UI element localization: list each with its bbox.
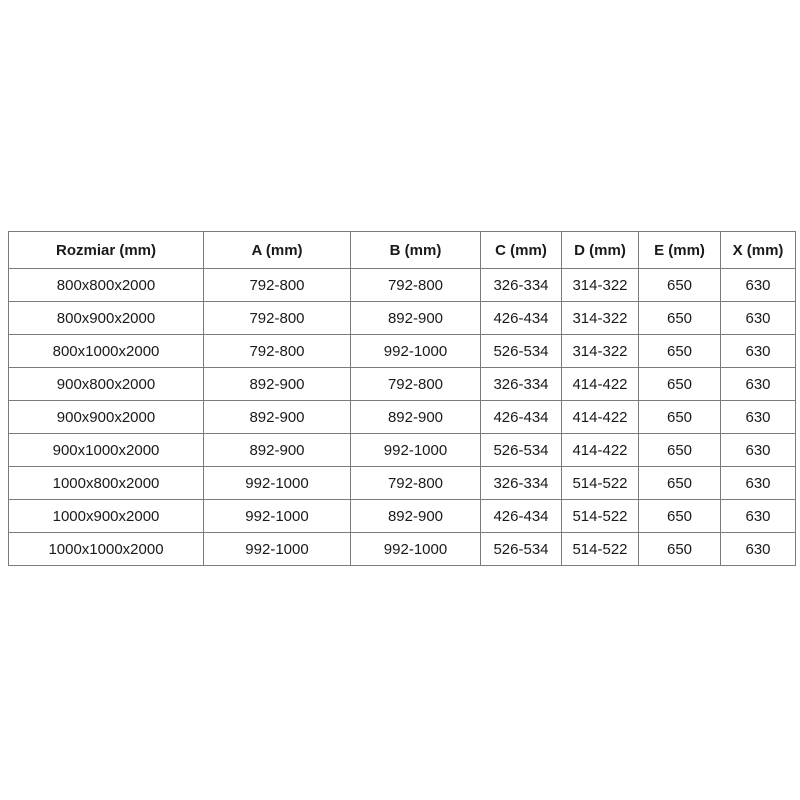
table-cell: 650: [638, 268, 721, 302]
table-cell: 414-422: [561, 433, 639, 467]
table-cell: 992-1000: [350, 433, 481, 467]
table-cell: 426-434: [480, 400, 562, 434]
column-header: B (mm): [350, 231, 481, 269]
table-cell: 1000x900x2000: [8, 499, 204, 533]
table-cell: 792-800: [203, 334, 351, 368]
table-row: 900x1000x2000 892-900 992-1000 526-534 414-4…: [8, 433, 796, 467]
table-cell: 1000x800x2000: [8, 466, 204, 500]
table-cell: 650: [638, 466, 721, 500]
table-cell: 630: [720, 301, 796, 335]
table-cell: 792-800: [350, 466, 481, 500]
table-cell: 900x900x2000: [8, 400, 204, 434]
column-header: Rozmiar (mm): [8, 231, 204, 269]
table-cell: 314-322: [561, 334, 639, 368]
table-body: 800x800x2000 792-800 792-800 326-334 314-322…: [8, 268, 796, 566]
table-cell: 314-322: [561, 268, 639, 302]
table-cell: 630: [720, 532, 796, 566]
table-cell: 792-800: [350, 268, 481, 302]
table-cell: 314-322: [561, 301, 639, 335]
table-cell: 630: [720, 400, 796, 434]
table-cell: 792-800: [203, 268, 351, 302]
table-cell: 792-800: [203, 301, 351, 335]
table-cell: 1000x1000x2000: [8, 532, 204, 566]
table-cell: 650: [638, 532, 721, 566]
table-row: 800x1000x2000 792-800 992-1000 526-534 314-3…: [8, 334, 796, 368]
table-header-row: Rozmiar (mm) A (mm) B (mm) C (mm) D (mm) E (m…: [8, 231, 796, 269]
table-cell: 650: [638, 367, 721, 401]
table-cell: 514-522: [561, 532, 639, 566]
table-cell: 892-900: [350, 400, 481, 434]
table-cell: 630: [720, 466, 796, 500]
table-cell: 800x800x2000: [8, 268, 204, 302]
table-cell: 650: [638, 499, 721, 533]
table-cell: 426-434: [480, 301, 562, 335]
table-cell: 630: [720, 433, 796, 467]
table-row: 800x800x2000 792-800 792-800 326-334 314-322…: [8, 268, 796, 302]
table-cell: 992-1000: [350, 334, 481, 368]
table-cell: 326-334: [480, 367, 562, 401]
table-cell: 526-534: [480, 334, 562, 368]
column-header: E (mm): [638, 231, 721, 269]
table-cell: 800x1000x2000: [8, 334, 204, 368]
column-header: A (mm): [203, 231, 351, 269]
table-cell: 326-334: [480, 466, 562, 500]
table-cell: 630: [720, 334, 796, 368]
table-cell: 992-1000: [350, 532, 481, 566]
table-cell: 650: [638, 334, 721, 368]
table-row: 1000x800x2000 992-1000 792-800 326-334 514-5…: [8, 466, 796, 500]
table-cell: 800x900x2000: [8, 301, 204, 335]
table-row: 900x800x2000 892-900 792-800 326-334 414-422…: [8, 367, 796, 401]
table-cell: 426-434: [480, 499, 562, 533]
table-cell: 992-1000: [203, 532, 351, 566]
table-cell: 630: [720, 499, 796, 533]
table-cell: 900x1000x2000: [8, 433, 204, 467]
table-cell: 414-422: [561, 400, 639, 434]
column-header: C (mm): [480, 231, 562, 269]
table-cell: 992-1000: [203, 466, 351, 500]
table-cell: 630: [720, 268, 796, 302]
table-cell: 326-334: [480, 268, 562, 302]
table-cell: 892-900: [350, 499, 481, 533]
table-cell: 526-534: [480, 433, 562, 467]
table-cell: 650: [638, 433, 721, 467]
table-row: 800x900x2000 792-800 892-900 426-434 314-322…: [8, 301, 796, 335]
size-spec-table-container: Rozmiar (mm) A (mm) B (mm) C (mm) D (mm) E (m…: [8, 231, 796, 566]
table-row: 900x900x2000 892-900 892-900 426-434 414-422…: [8, 400, 796, 434]
table-cell: 630: [720, 367, 796, 401]
table-cell: 650: [638, 301, 721, 335]
table-cell: 892-900: [203, 433, 351, 467]
table-row: 1000x1000x2000 992-1000 992-1000 526-534 514…: [8, 532, 796, 566]
table-cell: 892-900: [203, 367, 351, 401]
column-header: X (mm): [720, 231, 796, 269]
table-row: 1000x900x2000 992-1000 892-900 426-434 514-5…: [8, 499, 796, 533]
table-cell: 514-522: [561, 499, 639, 533]
table-cell: 892-900: [203, 400, 351, 434]
table-cell: 514-522: [561, 466, 639, 500]
table-cell: 792-800: [350, 367, 481, 401]
table-cell: 650: [638, 400, 721, 434]
table-cell: 900x800x2000: [8, 367, 204, 401]
table-cell: 892-900: [350, 301, 481, 335]
table-cell: 992-1000: [203, 499, 351, 533]
table-cell: 414-422: [561, 367, 639, 401]
column-header: D (mm): [561, 231, 639, 269]
table-cell: 526-534: [480, 532, 562, 566]
size-spec-table: Rozmiar (mm) A (mm) B (mm) C (mm) D (mm) E (m…: [8, 231, 796, 566]
